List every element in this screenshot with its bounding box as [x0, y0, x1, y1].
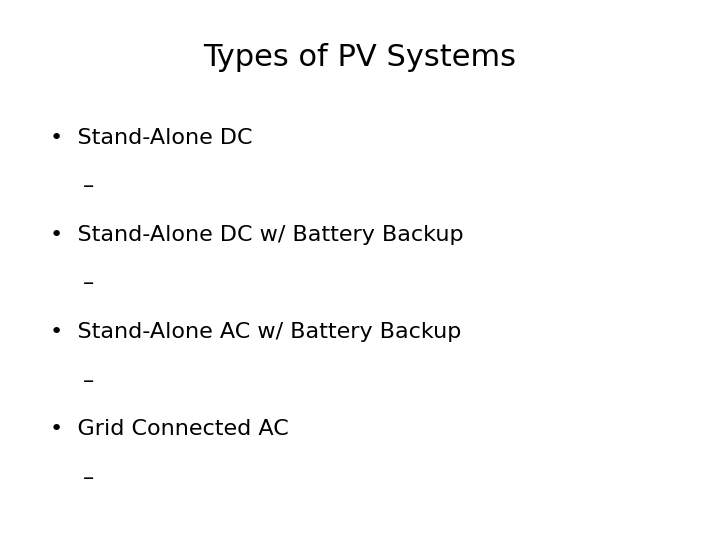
Text: –: –	[83, 176, 94, 197]
Text: •  Stand-Alone DC w/ Battery Backup: • Stand-Alone DC w/ Battery Backup	[50, 225, 464, 245]
Text: •  Stand-Alone DC: • Stand-Alone DC	[50, 127, 253, 148]
Text: •  Stand-Alone AC w/ Battery Backup: • Stand-Alone AC w/ Battery Backup	[50, 322, 462, 342]
Text: •  Grid Connected AC: • Grid Connected AC	[50, 419, 289, 440]
Text: –: –	[83, 468, 94, 488]
Text: Types of PV Systems: Types of PV Systems	[204, 43, 516, 72]
Text: –: –	[83, 370, 94, 391]
Text: –: –	[83, 273, 94, 294]
